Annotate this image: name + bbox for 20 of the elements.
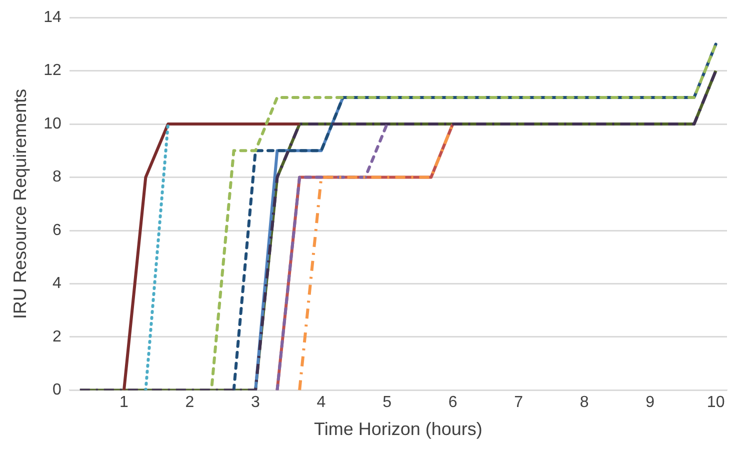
x-tick-label: 9 [646, 394, 655, 412]
y-tick-label: 8 [52, 168, 62, 186]
x-axis-title: Time Horizon (hours) [314, 419, 482, 440]
y-tick-label: 0 [52, 382, 62, 399]
x-tick-label: 3 [251, 394, 260, 412]
y-axis-title: IRU Resource Requirements [10, 88, 30, 319]
x-tick-label: 2 [185, 394, 194, 412]
y-tick-label: 10 [44, 115, 62, 132]
y-tick-label: 4 [52, 275, 62, 292]
y-tick-label: 12 [44, 62, 62, 80]
y-tick-label: 14 [44, 9, 62, 26]
x-tick-label: 4 [316, 394, 326, 412]
x-tick-label: 1 [120, 394, 129, 412]
x-tick-label: 5 [382, 394, 392, 412]
y-tick-label: 2 [52, 328, 62, 346]
x-tick-label: 6 [448, 394, 458, 412]
x-tick-label: 10 [706, 394, 725, 412]
y-tick-label: 6 [52, 222, 62, 239]
x-tick-label: 7 [514, 394, 524, 412]
x-tick-label: 8 [580, 394, 589, 412]
